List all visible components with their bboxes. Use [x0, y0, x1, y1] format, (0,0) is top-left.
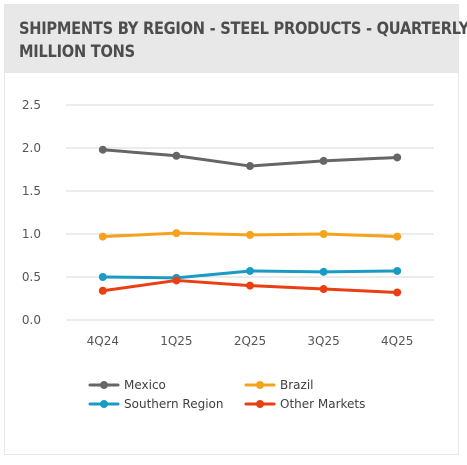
data-point-other-markets — [393, 288, 402, 297]
y-tick-label: 0.5 — [22, 270, 41, 284]
legend-marker-brazil — [256, 381, 264, 389]
data-point-southern-region — [319, 267, 328, 276]
data-point-mexico — [172, 151, 181, 160]
data-point-mexico — [319, 156, 328, 165]
data-point-southern-region — [246, 266, 254, 275]
chart-title-line-2: MILLION TONS — [19, 42, 135, 62]
data-point-brazil — [246, 230, 254, 239]
y-tick-label: 2.5 — [22, 98, 41, 112]
data-point-brazil — [319, 230, 328, 238]
x-tick-label: 4Q25 — [381, 334, 413, 348]
x-tick-label: 1Q25 — [160, 334, 192, 348]
data-point-brazil — [98, 232, 107, 241]
x-tick-label: 2Q25 — [234, 334, 266, 348]
data-point-mexico — [393, 153, 402, 162]
legend-marker-other-markets — [256, 400, 264, 408]
y-tick-label: 1.0 — [22, 227, 41, 241]
data-point-mexico — [246, 162, 254, 171]
y-tick-label: 2.0 — [22, 141, 41, 155]
data-point-brazil — [172, 229, 181, 238]
legend-label-brazil: Brazil — [280, 378, 314, 392]
legend-marker-southern-region — [100, 400, 108, 408]
chart-panel: SHIPMENTS BY REGION - STEEL PRODUCTS - Q… — [4, 4, 467, 455]
data-point-other-markets — [172, 276, 181, 285]
data-point-southern-region — [98, 273, 107, 281]
data-point-brazil — [393, 232, 402, 241]
chart-header: SHIPMENTS BY REGION - STEEL PRODUCTS - Q… — [5, 5, 467, 73]
legend-label-southern-region: Southern Region — [124, 397, 223, 411]
x-tick-label: 4Q24 — [87, 334, 119, 348]
data-point-other-markets — [246, 281, 254, 290]
y-tick-label: 1.5 — [22, 184, 41, 198]
legend-label-other-markets: Other Markets — [280, 397, 365, 411]
data-point-other-markets — [98, 286, 107, 295]
x-tick-label: 3Q25 — [307, 334, 339, 348]
legend-label-mexico: Mexico — [124, 378, 166, 392]
y-tick-label: 0.0 — [22, 313, 41, 327]
legend-marker-mexico — [100, 381, 108, 389]
data-point-other-markets — [319, 285, 328, 294]
data-point-southern-region — [393, 266, 402, 275]
data-point-mexico — [98, 145, 107, 154]
chart-title-line-1: SHIPMENTS BY REGION - STEEL PRODUCTS - Q… — [19, 19, 467, 39]
